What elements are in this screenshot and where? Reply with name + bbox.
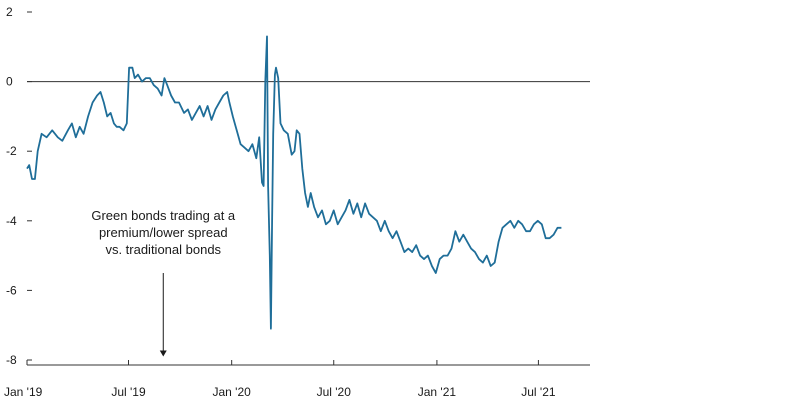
x-axis: Jan '19 Jul '19 Jan '20 Jul '20 Jan '21 Jul '… [4,360,590,399]
annotation-text: premium/lower spread [99,225,228,240]
x-tick-label: Jul '19 [111,385,146,399]
y-tick-label: 2 [6,5,13,19]
x-tick-label: Jul '20 [317,385,352,399]
annotation-arrowhead [159,350,167,357]
y-tick-label: -6 [6,283,17,297]
y-tick-label: -2 [6,144,17,158]
y-tick-label: -8 [6,353,17,367]
y-tick-label: 0 [6,75,13,89]
annotation-text: vs. traditional bonds [105,242,221,257]
annotation: Green bonds trading at a premium/lower sp… [91,208,236,357]
y-axis-ticks: 2 0 -2 -4 -6 -8 [6,5,32,367]
plot-area [26,35,590,330]
x-tick-label: Jan '20 [213,385,252,399]
annotation-text: Green bonds trading at a [91,208,236,223]
x-tick-label: Jan '21 [418,385,457,399]
series-line [26,35,562,330]
y-tick-label: -4 [6,214,17,228]
x-tick-label: Jan '19 [4,385,43,399]
x-tick-label: Jul '21 [521,385,556,399]
